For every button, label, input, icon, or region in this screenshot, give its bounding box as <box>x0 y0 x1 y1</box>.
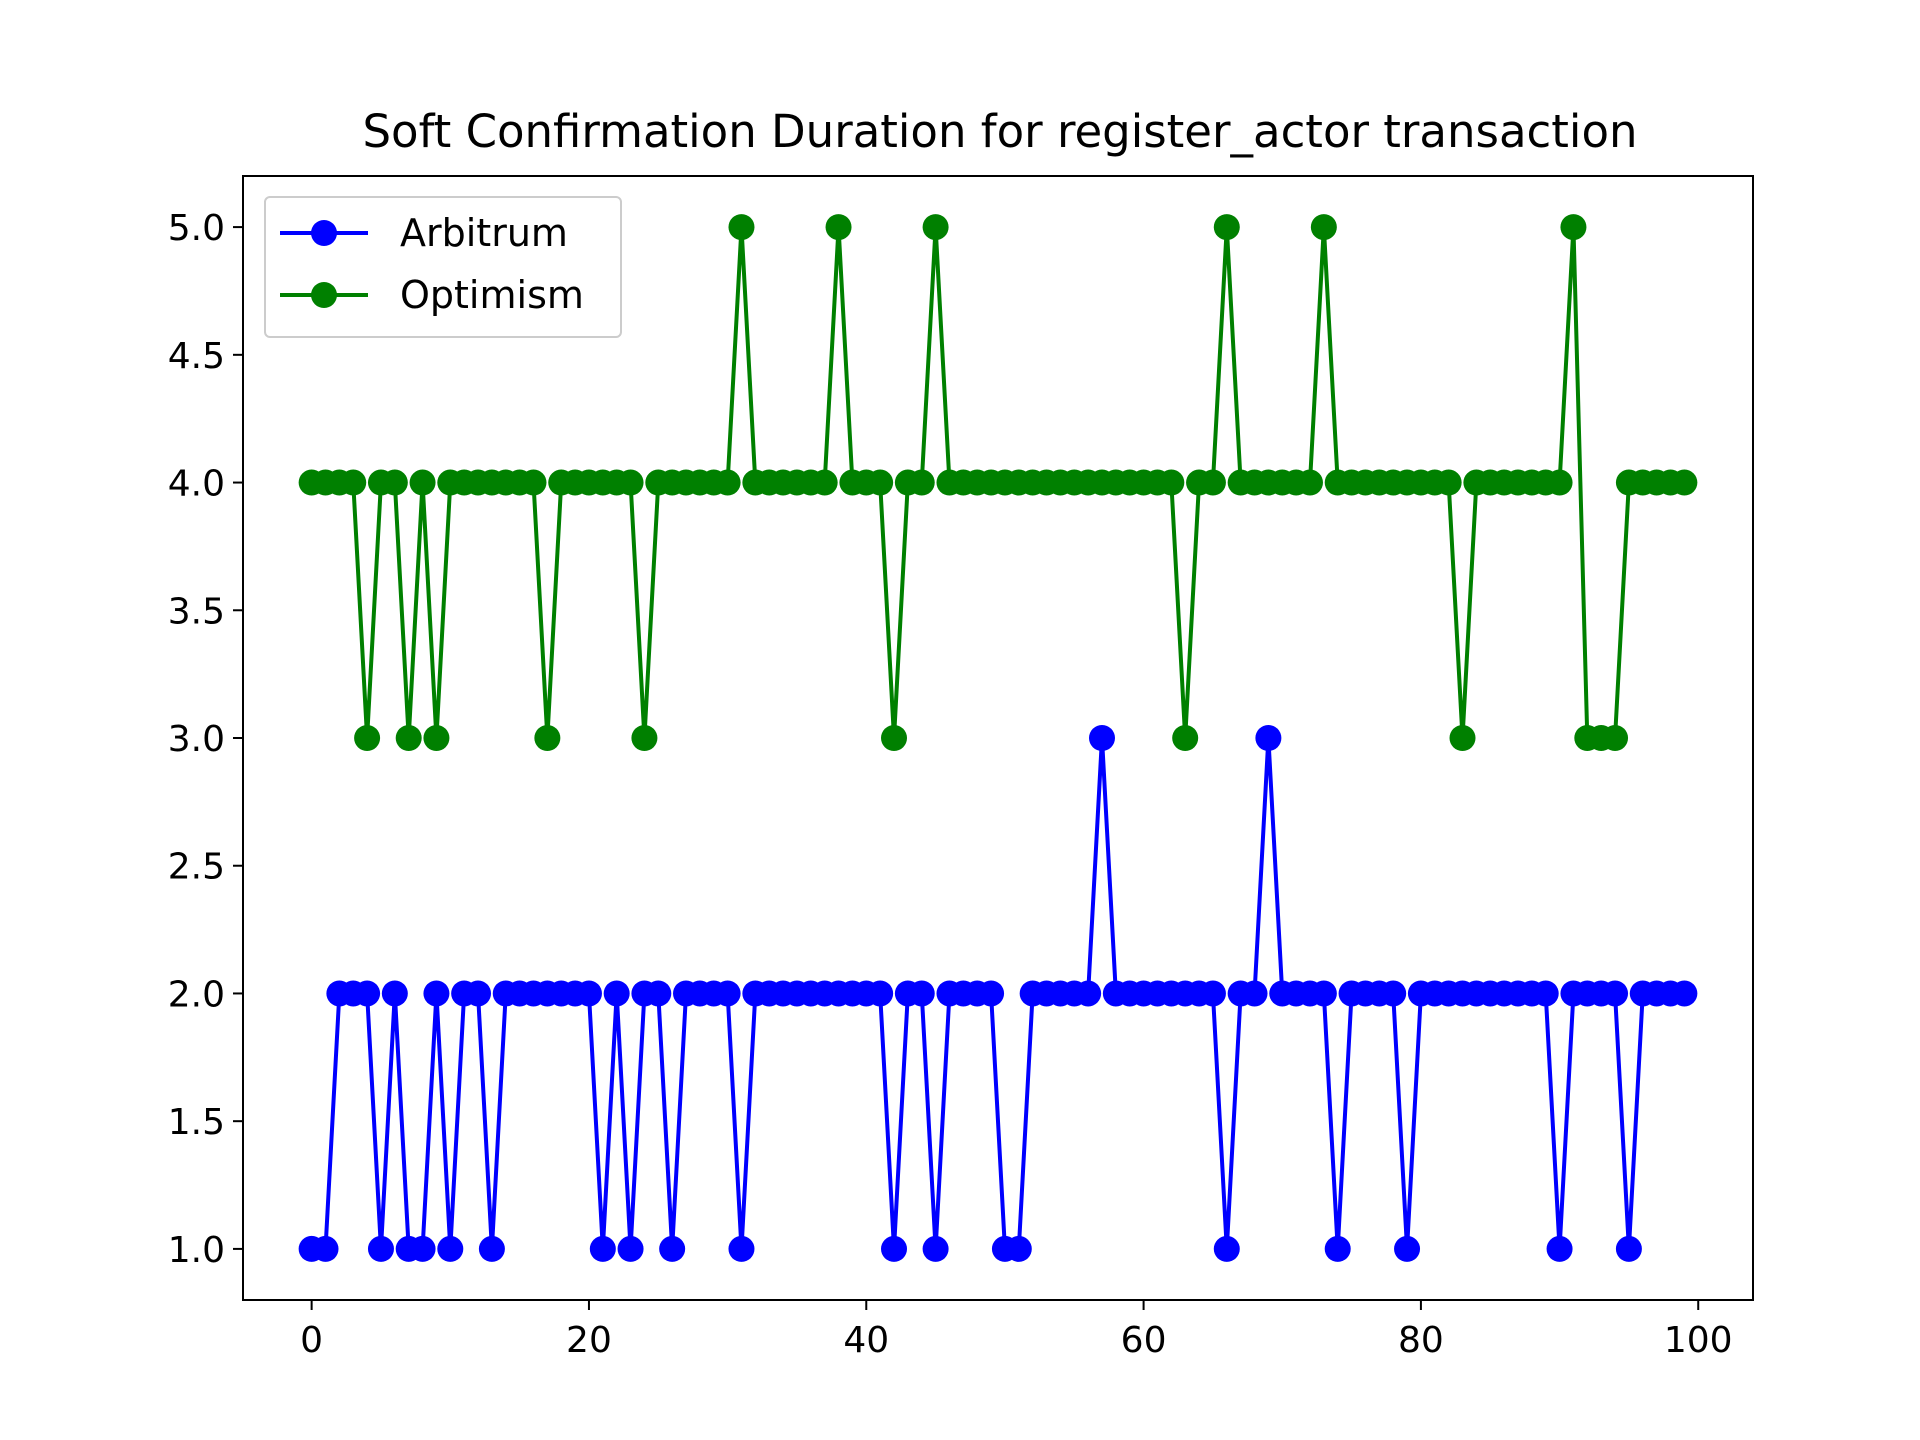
data-point-optimism <box>1602 725 1629 751</box>
data-point-arbitrum <box>1310 980 1337 1007</box>
data-point-arbitrum <box>409 1235 436 1262</box>
data-point-optimism <box>714 469 741 496</box>
data-point-optimism <box>1310 214 1337 241</box>
data-point-arbitrum <box>423 980 450 1007</box>
data-point-arbitrum <box>478 1235 505 1262</box>
data-point-optimism <box>340 469 367 496</box>
data-point-optimism <box>395 725 422 751</box>
data-point-arbitrum <box>1075 980 1102 1007</box>
data-point-arbitrum <box>1671 980 1698 1007</box>
data-point-optimism <box>1172 725 1199 751</box>
data-point-optimism <box>1435 469 1462 496</box>
legend-swatch-optimism-marker <box>311 282 337 308</box>
data-point-arbitrum <box>978 980 1005 1007</box>
data-point-optimism <box>922 214 949 241</box>
data-point-optimism <box>1449 725 1476 751</box>
data-point-arbitrum <box>659 1235 686 1262</box>
y-tick-label: 5.0 <box>168 208 225 249</box>
y-axis: 1.0 1.5 2.0 2.5 3.0 3.5 4.0 4.5 5.0 <box>168 208 243 1271</box>
legend-label-optimism: Optimism <box>400 273 584 317</box>
legend-swatch-arbitrum-marker <box>311 220 337 246</box>
y-tick-label: 1.0 <box>168 1230 225 1271</box>
data-point-optimism <box>617 469 644 496</box>
data-point-arbitrum <box>575 980 602 1007</box>
data-point-optimism <box>381 469 408 496</box>
y-tick-label: 3.0 <box>168 719 225 760</box>
data-point-optimism <box>1213 214 1240 241</box>
data-point-optimism <box>1296 469 1323 496</box>
data-point-arbitrum <box>589 1235 616 1262</box>
data-point-arbitrum <box>1602 980 1629 1007</box>
data-point-arbitrum <box>645 980 672 1007</box>
data-point-optimism <box>1671 469 1698 496</box>
y-tick-label: 4.5 <box>168 336 225 377</box>
data-point-arbitrum <box>1005 1235 1032 1262</box>
data-point-optimism <box>631 725 658 751</box>
x-tick-label: 100 <box>1664 1320 1733 1361</box>
data-point-arbitrum <box>1394 1235 1421 1262</box>
data-point-optimism <box>520 469 547 496</box>
data-point-optimism <box>1560 214 1587 241</box>
chart-title: Soft Confirmation Duration for register_… <box>362 105 1637 158</box>
data-point-arbitrum <box>1532 980 1559 1007</box>
data-point-optimism <box>423 725 450 751</box>
data-point-optimism <box>354 725 381 751</box>
y-tick-label: 4.0 <box>168 464 225 505</box>
x-tick-label: 80 <box>1398 1320 1444 1361</box>
data-point-arbitrum <box>1199 980 1226 1007</box>
y-tick-label: 2.5 <box>168 847 225 888</box>
data-point-arbitrum <box>1088 725 1115 751</box>
data-point-arbitrum <box>1546 1235 1573 1262</box>
data-point-arbitrum <box>465 980 492 1007</box>
data-point-optimism <box>867 469 894 496</box>
legend: Arbitrum Optimism <box>264 196 622 338</box>
data-point-optimism <box>534 725 561 751</box>
data-point-arbitrum <box>1324 1235 1351 1262</box>
data-point-arbitrum <box>1241 980 1268 1007</box>
data-point-arbitrum <box>1615 1235 1642 1262</box>
data-point-arbitrum <box>728 1235 755 1262</box>
data-point-optimism <box>1158 469 1185 496</box>
data-point-arbitrum <box>603 980 630 1007</box>
data-point-arbitrum <box>354 980 381 1007</box>
data-point-optimism <box>881 725 908 751</box>
data-point-optimism <box>1546 469 1573 496</box>
data-point-arbitrum <box>881 1235 908 1262</box>
data-point-arbitrum <box>1255 725 1282 751</box>
legend-label-arbitrum: Arbitrum <box>400 211 568 255</box>
x-tick-label: 40 <box>843 1320 889 1361</box>
x-axis: 0 20 40 60 80 100 <box>300 1300 1733 1361</box>
data-point-arbitrum <box>922 1235 949 1262</box>
data-point-optimism <box>825 214 852 241</box>
data-point-arbitrum <box>867 980 894 1007</box>
x-tick-label: 0 <box>300 1320 323 1361</box>
data-point-arbitrum <box>367 1235 394 1262</box>
data-point-arbitrum <box>381 980 408 1007</box>
data-point-arbitrum <box>437 1235 464 1262</box>
x-tick-label: 60 <box>1121 1320 1167 1361</box>
data-point-arbitrum <box>714 980 741 1007</box>
data-point-optimism <box>908 469 935 496</box>
data-point-optimism <box>728 214 755 241</box>
x-tick-label: 20 <box>566 1320 612 1361</box>
series-layer <box>298 214 1698 1262</box>
y-tick-label: 2.0 <box>168 974 225 1015</box>
data-point-optimism <box>811 469 838 496</box>
data-point-arbitrum <box>312 1235 339 1262</box>
y-tick-label: 3.5 <box>168 591 225 632</box>
data-point-arbitrum <box>1380 980 1407 1007</box>
data-point-optimism <box>1199 469 1226 496</box>
data-point-arbitrum <box>617 1235 644 1262</box>
data-point-arbitrum <box>908 980 935 1007</box>
data-point-optimism <box>409 469 436 496</box>
y-tick-label: 1.5 <box>168 1102 225 1143</box>
data-point-arbitrum <box>1213 1235 1240 1262</box>
